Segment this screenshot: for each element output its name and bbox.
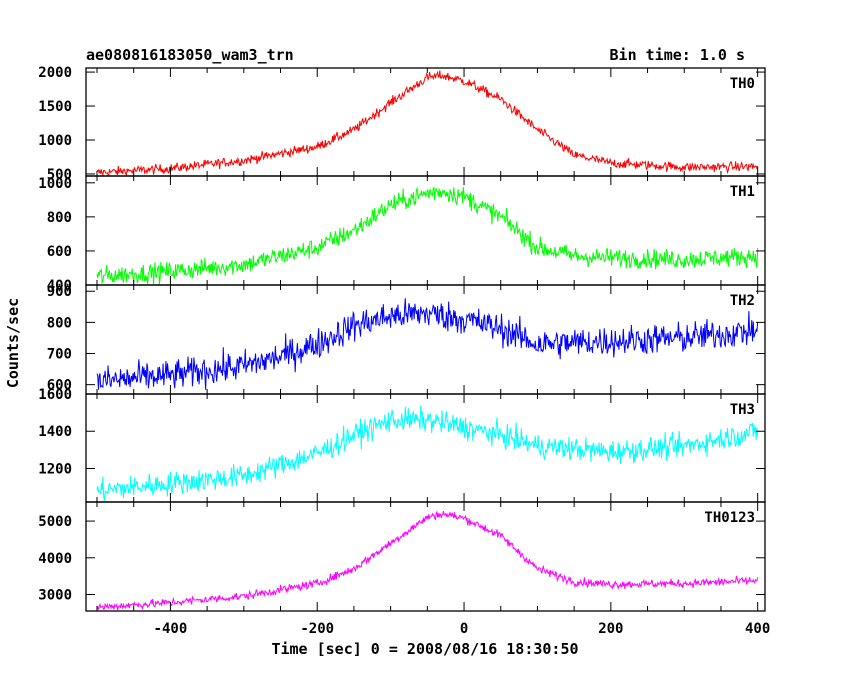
y-tick-label: 1600 — [38, 387, 72, 403]
x-tick-label: -400 — [154, 621, 188, 637]
series-th2 — [96, 298, 759, 390]
x-axis-title: Time [sec] 0 = 2008/08/16 18:30:50 — [271, 640, 578, 658]
y-tick-label: 3000 — [38, 587, 72, 603]
bin-time-label: Bin time: 1.0 s — [610, 46, 745, 64]
y-tick-label: 1000 — [38, 133, 72, 149]
panel-label-th2: TH2 — [730, 293, 755, 309]
y-axis-title: Counts/sec — [4, 298, 22, 388]
x-tick-label: 0 — [460, 621, 468, 637]
y-tick-label: 500 — [47, 167, 72, 183]
y-tick-label: 700 — [47, 347, 72, 363]
y-tick-label: 600 — [47, 244, 72, 260]
y-tick-label: 1500 — [38, 99, 72, 115]
panel-label-th3: TH3 — [730, 402, 755, 418]
y-tick-label: 900 — [47, 284, 72, 300]
x-tick-label: 200 — [598, 621, 623, 637]
series-th0123 — [96, 510, 759, 611]
series-th1 — [96, 186, 759, 285]
panel-frame — [85, 501, 766, 612]
panel-frame — [85, 284, 766, 395]
y-tick-label: 5000 — [38, 514, 72, 530]
panels-group: 500100015002000TH04006008001000TH1600700… — [38, 65, 770, 637]
y-tick-label: 1200 — [38, 461, 72, 477]
y-tick-label: 4000 — [38, 551, 72, 567]
panel-label-th0: TH0 — [730, 76, 755, 92]
series-th3 — [96, 405, 759, 502]
x-tick-label: 400 — [745, 621, 770, 637]
y-tick-label: 1000 — [38, 176, 72, 192]
y-tick-label: 600 — [47, 378, 72, 394]
chart-title: ae080816183050_wam3_trn — [86, 46, 294, 64]
x-tick-label: -200 — [300, 621, 334, 637]
y-tick-label: 1400 — [38, 424, 72, 440]
panel-frame — [85, 67, 766, 177]
y-tick-label: 2000 — [38, 65, 72, 81]
series-th0 — [96, 70, 759, 177]
panel-label-th1: TH1 — [730, 184, 755, 200]
panel-label-th0123: TH0123 — [704, 510, 755, 526]
y-tick-label: 800 — [47, 315, 72, 331]
y-tick-label: 800 — [47, 210, 72, 226]
y-tick-label: 400 — [47, 278, 72, 294]
